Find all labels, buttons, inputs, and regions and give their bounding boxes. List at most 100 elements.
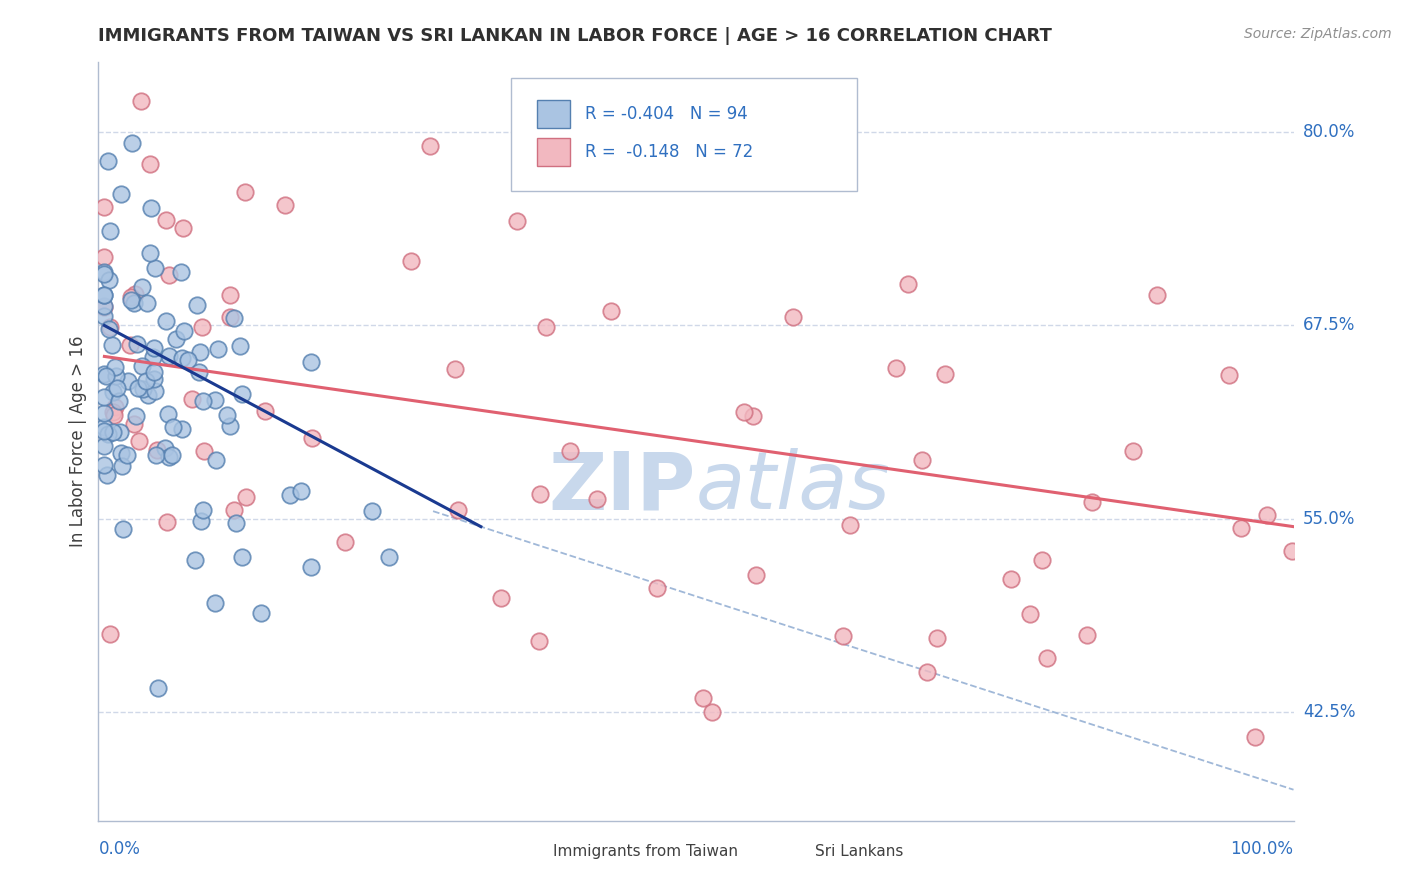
Point — [529, 486, 551, 500]
Point — [145, 442, 167, 457]
Point — [1036, 651, 1059, 665]
Y-axis label: In Labor Force | Age > 16: In Labor Force | Age > 16 — [69, 335, 87, 548]
Text: 100.0%: 100.0% — [1230, 839, 1294, 857]
Point — [143, 372, 166, 386]
Point — [599, 304, 621, 318]
Point — [127, 381, 149, 395]
Point — [1243, 730, 1265, 744]
Point — [148, 681, 170, 696]
Point — [1281, 544, 1303, 558]
Point — [1122, 443, 1144, 458]
Point — [131, 279, 153, 293]
Point — [290, 483, 312, 498]
Point — [934, 368, 956, 382]
Point — [93, 299, 115, 313]
Point — [733, 404, 755, 418]
Point — [278, 488, 301, 502]
Point — [193, 502, 215, 516]
Bar — [517, 841, 543, 863]
Point — [98, 224, 121, 238]
Point — [782, 310, 804, 324]
Point — [180, 392, 202, 406]
Point — [153, 441, 176, 455]
Point — [177, 353, 200, 368]
Text: R = -0.404   N = 94: R = -0.404 N = 94 — [585, 105, 748, 123]
Point — [235, 490, 257, 504]
Point — [231, 387, 253, 401]
Point — [207, 343, 229, 357]
Point — [135, 295, 157, 310]
Point — [93, 439, 115, 453]
Point — [183, 553, 205, 567]
Text: 42.5%: 42.5% — [1303, 703, 1355, 722]
Point — [884, 360, 907, 375]
Point — [124, 286, 146, 301]
Point — [115, 448, 138, 462]
Point — [142, 350, 165, 364]
Point — [93, 368, 115, 382]
Point — [93, 310, 115, 324]
Point — [1256, 508, 1278, 522]
Point — [132, 383, 155, 397]
Point — [1229, 521, 1251, 535]
Point — [101, 338, 124, 352]
Point — [94, 368, 117, 383]
Point — [108, 394, 131, 409]
Point — [162, 420, 184, 434]
Point — [215, 409, 238, 423]
Point — [98, 319, 121, 334]
Point — [101, 384, 124, 399]
Point — [360, 504, 382, 518]
Text: 55.0%: 55.0% — [1303, 510, 1355, 528]
Point — [1000, 572, 1022, 586]
Point — [299, 355, 322, 369]
Point — [93, 265, 115, 279]
Point — [645, 581, 668, 595]
Point — [585, 492, 607, 507]
Bar — [537, 137, 571, 166]
Point — [218, 419, 240, 434]
Point — [188, 345, 211, 359]
Point — [204, 393, 226, 408]
Point — [156, 407, 179, 421]
Point — [444, 362, 467, 376]
Point — [111, 522, 134, 536]
Point — [142, 365, 165, 379]
Point — [121, 290, 143, 304]
Text: Source: ZipAtlas.com: Source: ZipAtlas.com — [1244, 27, 1392, 41]
Point — [156, 515, 179, 529]
Point — [120, 338, 142, 352]
Text: IMMIGRANTS FROM TAIWAN VS SRI LANKAN IN LABOR FORCE | AGE > 16 CORRELATION CHART: IMMIGRANTS FROM TAIWAN VS SRI LANKAN IN … — [98, 27, 1052, 45]
Point — [897, 277, 920, 291]
Point — [447, 503, 470, 517]
Point — [299, 560, 322, 574]
Point — [399, 254, 422, 268]
Point — [111, 458, 134, 473]
Point — [218, 288, 240, 302]
Point — [1146, 288, 1168, 302]
Point — [218, 310, 240, 324]
Point — [222, 311, 245, 326]
Point — [143, 260, 166, 275]
Text: atlas: atlas — [696, 448, 891, 526]
Point — [231, 549, 253, 564]
Point — [1031, 553, 1053, 567]
Point — [536, 320, 558, 334]
Point — [105, 381, 128, 395]
Point — [250, 606, 273, 620]
Point — [120, 293, 142, 307]
Point — [110, 425, 132, 439]
Point — [122, 295, 145, 310]
Point — [335, 535, 357, 549]
Point — [170, 265, 193, 279]
Point — [253, 404, 276, 418]
Text: Sri Lankans: Sri Lankans — [815, 844, 904, 859]
Point — [165, 332, 187, 346]
Point — [188, 365, 211, 379]
Point — [104, 400, 127, 414]
Point — [529, 633, 551, 648]
Point — [233, 185, 256, 199]
Point — [122, 417, 145, 432]
Point — [742, 409, 765, 423]
Point — [121, 136, 143, 150]
